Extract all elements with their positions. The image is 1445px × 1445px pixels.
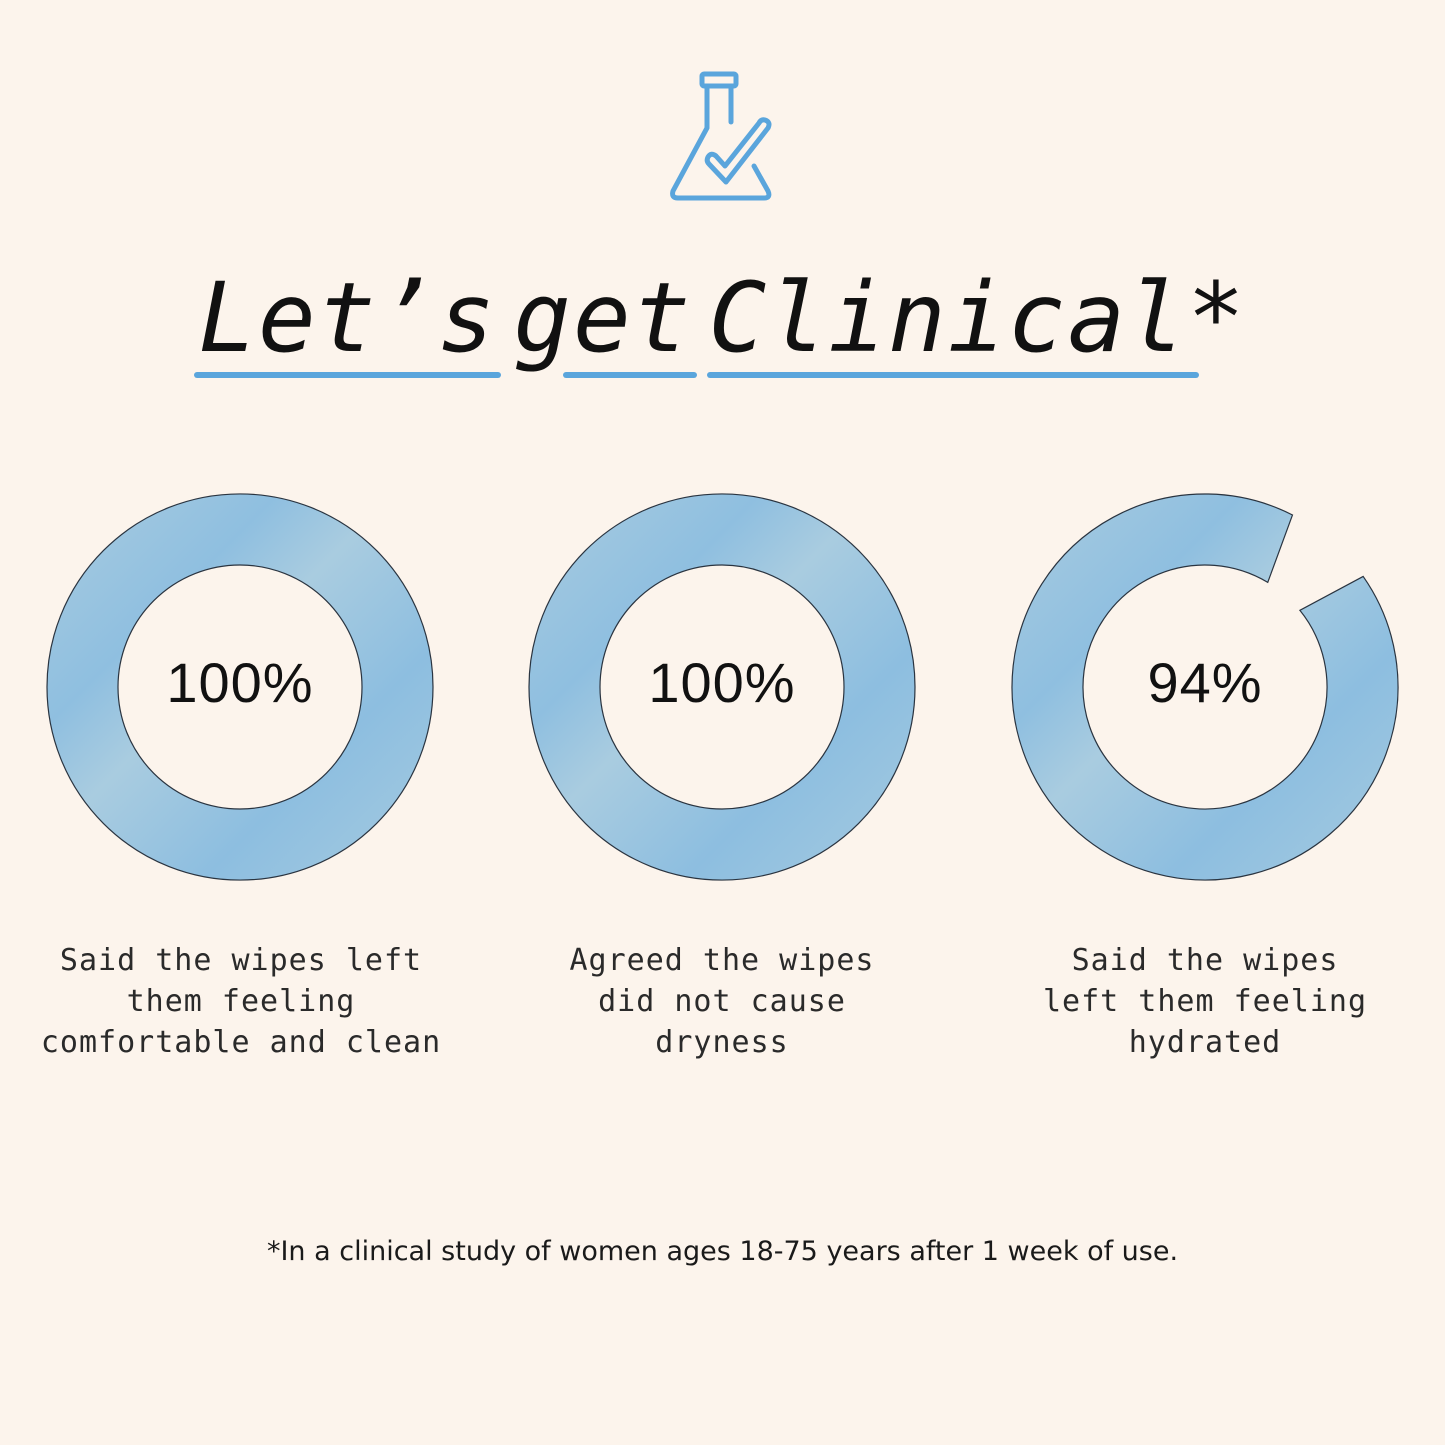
caption-line: Said the wipes bbox=[1071, 943, 1339, 978]
donut-ring-3 bbox=[1011, 493, 1399, 881]
caption-line: Said the wipes left bbox=[59, 943, 423, 978]
flask-check-icon bbox=[670, 71, 772, 201]
caption-line: did not cause bbox=[598, 984, 846, 1019]
donut-chart-1 bbox=[46, 493, 434, 881]
donut-ring-1 bbox=[46, 493, 434, 881]
caption-line: Agreed the wipes bbox=[569, 943, 875, 978]
title-word-lets: Let’s bbox=[194, 262, 502, 378]
donut-chart-2 bbox=[528, 493, 916, 881]
page-title: Let’s get Clinical* bbox=[0, 262, 1445, 378]
stat-caption-1: Said the wipes left them feeling comfort… bbox=[0, 940, 482, 1063]
stat-value-1: 100% bbox=[166, 651, 314, 714]
caption-line: them feeling bbox=[126, 984, 356, 1019]
donut-ring-2 bbox=[528, 493, 916, 881]
stat-caption-3: Said the wipes left them feeling hydrate… bbox=[964, 940, 1445, 1063]
title-word-clinical: Clinical* bbox=[706, 262, 1247, 378]
stat-value-2: 100% bbox=[648, 651, 796, 714]
caption-line: left them feeling bbox=[1042, 984, 1368, 1019]
caption-line: dryness bbox=[655, 1025, 789, 1060]
stat-value-3: 94% bbox=[1147, 651, 1263, 714]
stat-caption-2: Agreed the wipes did not cause dryness bbox=[481, 940, 963, 1063]
caption-line: comfortable and clean bbox=[40, 1025, 442, 1060]
caption-line: hydrated bbox=[1128, 1025, 1282, 1060]
title-word-get: get bbox=[513, 262, 697, 378]
footnote: *In a clinical study of women ages 18-75… bbox=[266, 1236, 1179, 1267]
donut-chart-3 bbox=[1011, 493, 1399, 881]
